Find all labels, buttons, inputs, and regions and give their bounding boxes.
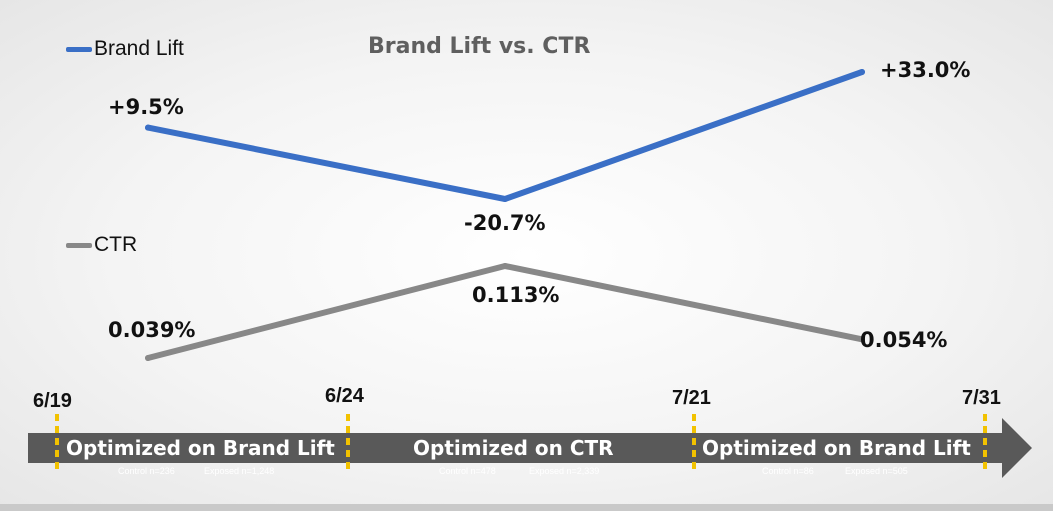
legend-ctr-label: CTR: [94, 233, 138, 256]
date-label-4: 7/31: [962, 387, 1001, 409]
ctr-label-3: 0.054%: [860, 328, 948, 352]
ctr-label-2: 0.113%: [472, 283, 560, 307]
chart-title: Brand Lift vs. CTR: [368, 34, 591, 59]
ctr-line: [145, 263, 865, 361]
legend-brand-lift-label: Brand Lift: [94, 37, 184, 60]
legend-ctr-swatch: [66, 242, 92, 248]
legend-brand-lift: Brand Lift: [66, 37, 184, 61]
date-label-1: 6/19: [33, 390, 72, 412]
brand-lift-point-1: [145, 124, 151, 131]
phase-1-control: Control n=236: [118, 466, 175, 476]
brand-lift-point-2: [502, 196, 508, 202]
phase-1-exposed: Exposed n=1,248: [204, 466, 275, 476]
phase-2-control: Control n=478: [439, 466, 496, 476]
legend-brand-lift-swatch: [66, 46, 92, 52]
ctr-label-1: 0.039%: [108, 318, 196, 342]
date-label-2: 6/24: [325, 385, 364, 407]
phase-label-2: Optimized on CTR: [413, 436, 614, 460]
brand-lift-line: [145, 69, 865, 202]
phase-3-exposed: Exposed n=505: [845, 466, 908, 476]
ctr-point-1: [145, 355, 151, 361]
date-label-3: 7/21: [672, 387, 711, 409]
timeline-arrow: [28, 418, 1032, 478]
legend-ctr: CTR: [66, 233, 137, 257]
ctr-point-3: [859, 336, 865, 343]
timeline-layer: [28, 414, 1032, 478]
phase-label-1: Optimized on Brand Lift: [66, 436, 335, 460]
phase-3-control: Control n=86: [762, 466, 814, 476]
bottom-strip: [0, 504, 1053, 511]
brand-lift-point-3: [859, 69, 865, 75]
phase-2-exposed: Exposed n=2,339: [529, 466, 600, 476]
brand-lift-label-2: -20.7%: [464, 211, 546, 235]
phase-label-3: Optimized on Brand Lift: [702, 436, 971, 460]
brand-lift-label-3: +33.0%: [880, 58, 971, 82]
brand-lift-label-1: +9.5%: [108, 95, 184, 119]
ctr-point-2: [502, 263, 508, 269]
lines-layer: [145, 69, 865, 361]
